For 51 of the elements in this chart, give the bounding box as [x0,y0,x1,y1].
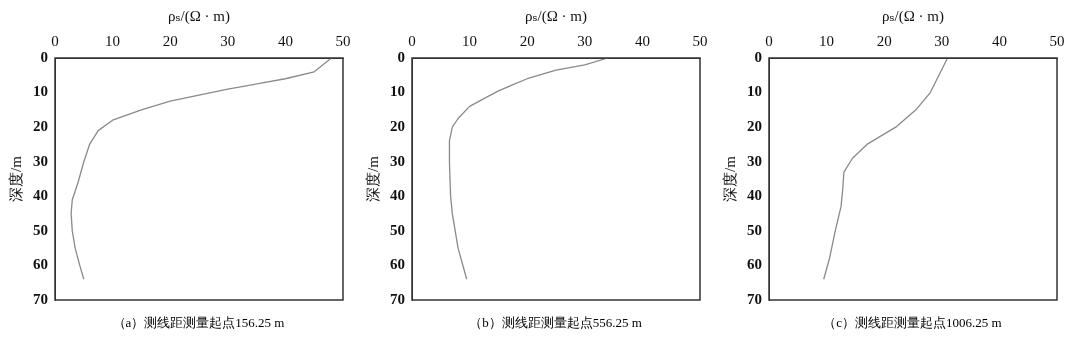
x-tick-label: 0 [51,32,59,49]
y-tick-label: 70 [390,290,405,307]
y-axis-title: 深度/m [721,155,738,202]
y-tick-label: 50 [390,221,405,238]
y-tick-label: 20 [33,118,48,135]
x-tick-label: 0 [765,32,773,49]
y-tick-label: 70 [33,290,48,307]
x-tick-label: 20 [519,32,535,49]
y-tick-label: 50 [747,221,762,238]
y-tick-label: 60 [747,256,762,273]
x-axis-title: ρₛ/(Ω · m) [881,7,945,25]
y-tick-label: 60 [33,256,48,273]
x-axis-title: ρₛ/(Ω · m) [524,7,588,25]
y-tick-label: 70 [747,290,762,307]
x-tick-label: 20 [876,32,892,49]
x-tick-label: 40 [634,32,650,49]
y-tick-label: 10 [747,83,762,100]
x-axis-title: ρₛ/(Ω · m) [167,7,231,25]
y-tick-label: 10 [390,83,405,100]
y-tick-label: 60 [390,256,405,273]
x-tick-label: 10 [105,32,121,49]
y-tick-label: 50 [33,221,48,238]
text: （a）测线距测量起点156.25 m [111,314,286,332]
x-tick-label: 40 [991,32,1007,49]
y-tick-label: 0 [40,48,48,65]
x-tick-label: 10 [819,32,835,49]
y-tick-label: 0 [397,48,405,65]
y-axis-title: 深度/m [364,155,381,202]
y-tick-label: 30 [747,152,762,169]
y-tick-label: 0 [754,48,762,65]
x-tick-label: 0 [408,32,416,49]
x-tick-label: 10 [462,32,478,49]
x-tick-label: 50 [1049,32,1065,49]
y-tick-label: 40 [33,187,48,204]
y-tick-label: 30 [33,152,48,169]
x-tick-label: 50 [335,32,351,49]
x-tick-label: 20 [162,32,178,49]
y-tick-label: 40 [747,187,762,204]
y-tick-label: 10 [33,83,48,100]
x-tick-label: 50 [692,32,708,49]
text: （b）测线距测量起点556.25 m [468,314,643,332]
x-tick-label: 30 [934,32,950,49]
x-tick-label: 40 [277,32,293,49]
x-tick-label: 30 [577,32,593,49]
y-axis-title: 深度/m [7,155,24,202]
y-tick-label: 20 [390,118,405,135]
y-tick-label: 20 [747,118,762,135]
y-tick-label: 30 [390,152,405,169]
y-tick-label: 40 [390,187,405,204]
text: （c）测线距测量起点1006.25 m [822,314,1003,332]
x-tick-label: 30 [220,32,236,49]
